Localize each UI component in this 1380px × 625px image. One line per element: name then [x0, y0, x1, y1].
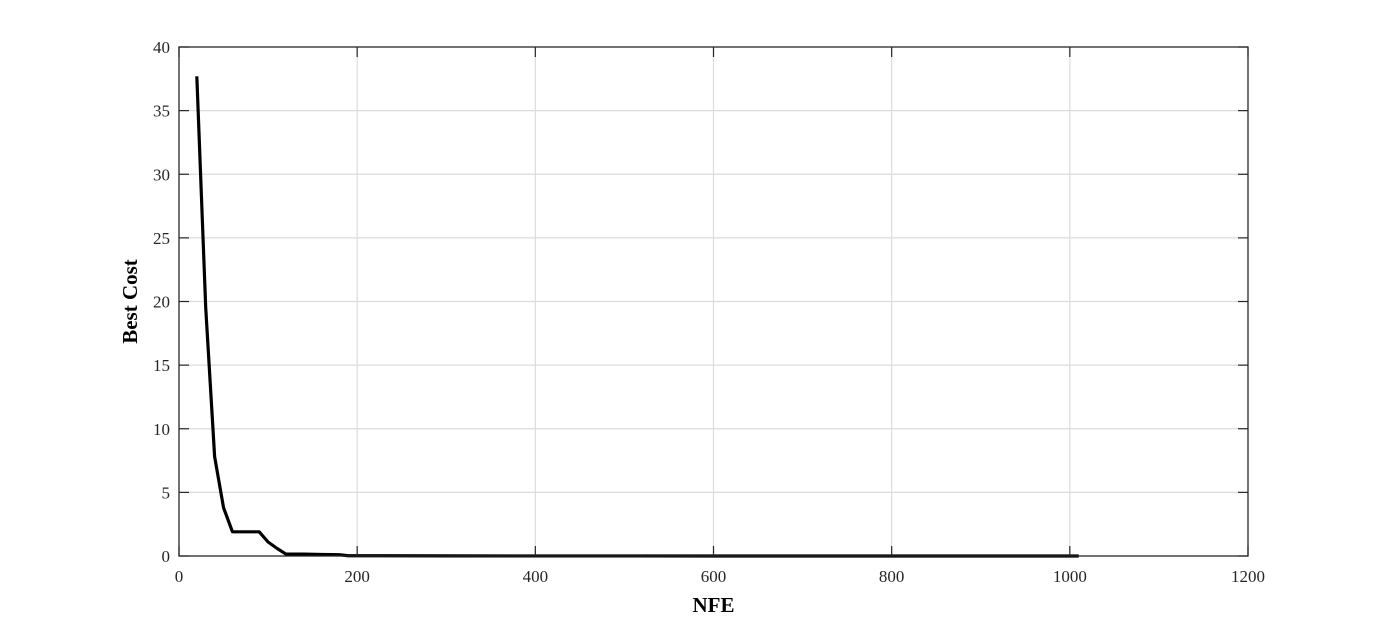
y-axis-label: Best Cost	[118, 259, 142, 344]
series-group	[195, 76, 1079, 558]
x-tick-label: 200	[344, 567, 370, 586]
grid	[179, 47, 1248, 556]
y-tick-label: 5	[162, 483, 171, 502]
y-tick-label: 20	[153, 293, 170, 312]
x-tick-label: 400	[523, 567, 549, 586]
y-tick-label: 15	[153, 356, 170, 375]
x-axis-label: NFE	[693, 593, 735, 617]
x-tick-label: 800	[879, 567, 905, 586]
x-tick-label: 1200	[1231, 567, 1265, 586]
x-tick-label: 1000	[1053, 567, 1087, 586]
tick-labels: 0 200 400 600 800 1000 1200 0 5 10 15 20 25 30 35 40	[153, 38, 1265, 586]
series-line	[195, 76, 1079, 558]
y-tick-label: 35	[153, 102, 170, 121]
y-tick-label: 10	[153, 420, 170, 439]
x-tick-label: 0	[175, 567, 184, 586]
y-tick-label: 25	[153, 229, 170, 248]
y-tick-label: 30	[153, 165, 170, 184]
y-tick-label: 0	[162, 547, 171, 566]
y-tick-label: 40	[153, 38, 170, 57]
x-tick-label: 600	[701, 567, 727, 586]
ticks	[178, 46, 1249, 557]
